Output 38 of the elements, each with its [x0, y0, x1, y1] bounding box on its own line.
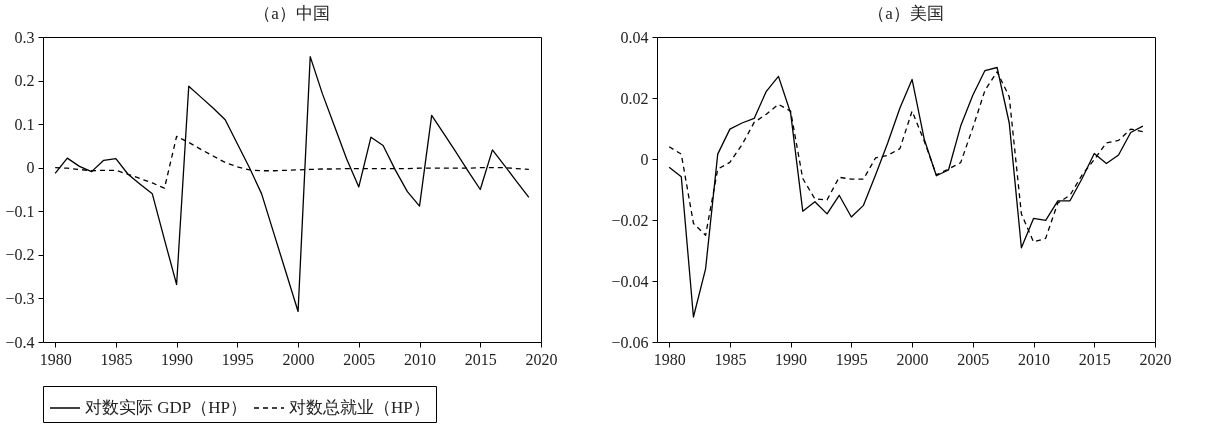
- x-tick-label: 2005: [957, 350, 990, 368]
- y-tick-label: 0.3: [14, 28, 35, 46]
- x-tick-label: 1990: [775, 350, 808, 368]
- x-tick-label: 2020: [1139, 350, 1172, 368]
- x-tick-label: 1980: [653, 350, 686, 368]
- x-tick-label: 1985: [100, 350, 133, 368]
- line-series: [54, 55, 530, 313]
- y-tick-label: −0.3: [5, 289, 35, 307]
- x-tick-label: 2000: [282, 350, 315, 368]
- chart-title: （a）中国: [254, 4, 330, 23]
- x-tick-label: 1990: [161, 350, 194, 368]
- x-tick-label: 1995: [221, 350, 254, 368]
- y-tick-label: −0.06: [611, 333, 649, 351]
- y-tick-label: 0.02: [620, 89, 649, 107]
- x-tick-label: 2000: [896, 350, 929, 368]
- y-tick-label: −0.4: [5, 333, 35, 351]
- x-tick-label: 2005: [343, 350, 376, 368]
- legend-label: 对数总就业（HP）: [289, 398, 430, 417]
- y-tick-label: −0.04: [611, 272, 649, 290]
- y-tick-label: 0.1: [14, 115, 35, 133]
- y-tick-label: −0.1: [5, 202, 35, 220]
- x-tick-label: 2010: [404, 350, 437, 368]
- y-tick-label: −0.2: [5, 246, 35, 264]
- x-tick-label: 2015: [1078, 350, 1111, 368]
- x-tick-label: 2020: [525, 350, 558, 368]
- x-tick-label: 2010: [1018, 350, 1051, 368]
- y-tick-label: 0: [26, 159, 35, 177]
- line-series: [668, 66, 1144, 318]
- x-tick-label: 1995: [835, 350, 868, 368]
- y-tick-label: −0.02: [611, 211, 649, 229]
- chart-title: （a）美国: [868, 4, 944, 23]
- x-tick-label: 1985: [714, 350, 747, 368]
- legend-label: 对数实际 GDP（HP）: [85, 398, 247, 417]
- y-tick-label: 0: [640, 150, 649, 168]
- x-tick-label: 2015: [464, 350, 497, 368]
- x-tick-label: 1980: [39, 350, 72, 368]
- y-tick-label: 0.2: [14, 72, 35, 90]
- y-tick-label: 0.04: [620, 28, 649, 46]
